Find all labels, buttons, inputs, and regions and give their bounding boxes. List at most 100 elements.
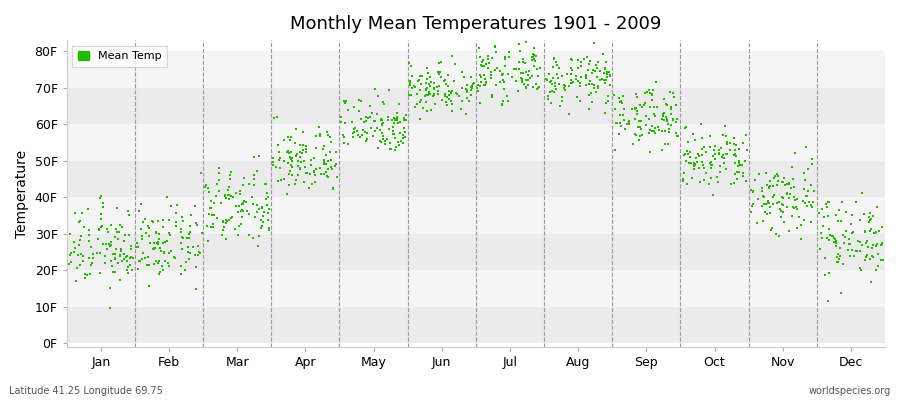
- Point: [397, 114, 411, 121]
- Point: [472, 45, 487, 51]
- Point: [169, 223, 184, 229]
- Point: [285, 164, 300, 170]
- Point: [255, 204, 269, 210]
- Point: [827, 236, 842, 242]
- Point: [434, 59, 448, 65]
- Point: [669, 119, 683, 126]
- Point: [104, 243, 118, 250]
- Point: [763, 178, 778, 185]
- Point: [822, 298, 836, 304]
- Point: [625, 106, 639, 112]
- Point: [836, 261, 850, 267]
- Point: [479, 80, 493, 86]
- Point: [871, 262, 886, 269]
- Point: [477, 36, 491, 42]
- Point: [117, 256, 131, 262]
- Point: [832, 256, 847, 262]
- Point: [763, 183, 778, 190]
- Point: [732, 169, 746, 175]
- Point: [720, 141, 734, 147]
- Point: [732, 146, 746, 152]
- Point: [223, 176, 238, 182]
- Point: [368, 117, 382, 124]
- Point: [86, 250, 100, 257]
- Point: [247, 176, 261, 183]
- Point: [730, 163, 744, 169]
- Point: [694, 120, 708, 127]
- Point: [218, 192, 232, 198]
- Point: [614, 98, 628, 104]
- Point: [820, 235, 834, 241]
- Point: [312, 164, 327, 171]
- Point: [456, 74, 471, 80]
- Point: [236, 182, 250, 189]
- Point: [736, 170, 751, 176]
- Point: [728, 146, 742, 153]
- Point: [473, 79, 488, 85]
- Point: [460, 89, 474, 95]
- Bar: [67, 234, 885, 270]
- Point: [442, 88, 456, 94]
- Point: [269, 164, 284, 170]
- Point: [453, 93, 467, 100]
- Point: [688, 161, 702, 168]
- Point: [617, 117, 632, 124]
- Point: [376, 133, 391, 139]
- Point: [138, 255, 152, 262]
- Point: [126, 255, 140, 262]
- Point: [131, 258, 146, 264]
- Point: [288, 180, 302, 187]
- Point: [346, 128, 361, 135]
- Point: [476, 72, 491, 78]
- Point: [494, 101, 508, 107]
- Point: [316, 146, 330, 152]
- Point: [654, 147, 669, 153]
- Point: [358, 138, 373, 145]
- Point: [697, 144, 711, 150]
- Point: [526, 56, 541, 62]
- Point: [210, 214, 224, 221]
- Point: [815, 206, 830, 212]
- Point: [692, 153, 706, 159]
- Point: [174, 263, 188, 269]
- Point: [407, 82, 421, 89]
- Point: [94, 223, 109, 229]
- Point: [359, 118, 374, 124]
- Point: [123, 262, 138, 268]
- Point: [830, 259, 844, 266]
- Point: [307, 168, 321, 175]
- Point: [508, 78, 523, 84]
- Point: [337, 140, 351, 147]
- Point: [475, 59, 490, 66]
- Point: [360, 130, 374, 136]
- Point: [514, 70, 528, 76]
- Point: [390, 114, 404, 120]
- Point: [760, 211, 775, 218]
- Point: [705, 162, 719, 168]
- Point: [392, 142, 406, 148]
- Point: [657, 110, 671, 116]
- Point: [521, 77, 535, 83]
- Point: [299, 146, 313, 153]
- Point: [512, 66, 526, 72]
- Point: [814, 230, 828, 236]
- Point: [107, 255, 122, 261]
- Point: [209, 193, 223, 200]
- Point: [865, 245, 879, 251]
- Point: [232, 223, 247, 229]
- Point: [484, 54, 499, 61]
- Point: [441, 83, 455, 89]
- Point: [645, 90, 660, 97]
- Point: [790, 196, 805, 203]
- Point: [785, 213, 799, 219]
- Point: [323, 148, 338, 155]
- Point: [405, 73, 419, 79]
- Point: [859, 240, 873, 246]
- Point: [507, 66, 521, 72]
- Point: [549, 58, 563, 65]
- Point: [581, 92, 596, 98]
- Point: [384, 146, 399, 152]
- Point: [762, 185, 777, 191]
- Point: [601, 98, 616, 104]
- Point: [529, 52, 544, 59]
